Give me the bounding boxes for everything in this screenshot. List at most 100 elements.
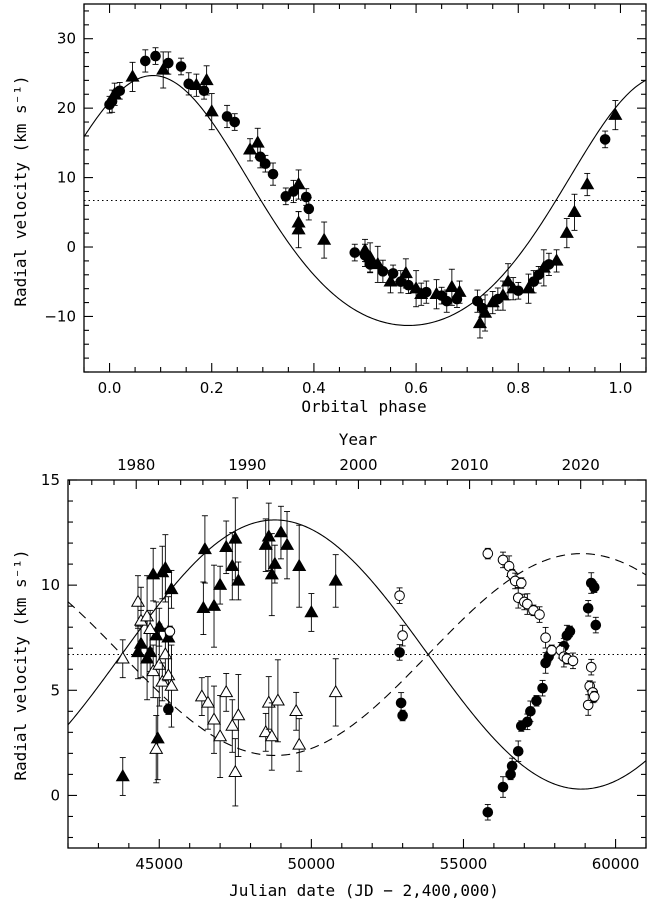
- time-data-point: [522, 598, 533, 610]
- time-data-point: [273, 525, 288, 538]
- time-data-point: [328, 573, 343, 586]
- phase-data-point: [250, 135, 265, 148]
- time-data-point: [585, 661, 597, 673]
- time-data-point: [115, 769, 130, 782]
- time-data-point: [150, 731, 165, 744]
- phase-data-point: [125, 69, 140, 82]
- phase-panel: 0.0 0.2 0.4 0.6 0.8 1.0 −10 0 10 20 30 Orbital pha…: [11, 3, 647, 416]
- time-data-point: [525, 706, 536, 717]
- phase-data-point: [599, 134, 611, 145]
- time-data-point: [206, 598, 222, 611]
- time-data-point: [163, 703, 174, 715]
- time-data-point: [588, 581, 600, 593]
- phase-data-point: [536, 260, 551, 273]
- phase-data-point: [608, 107, 623, 120]
- phase-data-point: [501, 274, 516, 287]
- phase-data-point: [567, 204, 582, 218]
- time-data-point: [264, 729, 279, 742]
- time-data-point: [497, 781, 509, 793]
- time-secondary-model-curve: [68, 553, 646, 757]
- time-data-point: [261, 529, 276, 542]
- phase-x-tick-label: 0.4: [302, 379, 326, 397]
- phase-data-point: [291, 177, 306, 190]
- phase-plot-body: 0.0 0.2 0.4 0.6 0.8 1.0 −10 0 10 20 30: [44, 3, 647, 397]
- time-plot-frame: [67, 479, 647, 849]
- time-data-point: [161, 668, 176, 681]
- phase-data-point: [300, 191, 312, 203]
- phase-data-point: [221, 111, 233, 122]
- time-year-tick-label: 1980: [117, 456, 155, 474]
- time-data-point: [158, 560, 173, 574]
- time-data-point: [231, 573, 246, 586]
- phase-data-point: [267, 168, 279, 180]
- time-data-point: [588, 691, 600, 702]
- time-data-point: [149, 741, 164, 754]
- time-series-filled-circle: [163, 572, 602, 821]
- phase-data-point: [370, 256, 385, 270]
- time-data-point: [564, 626, 576, 637]
- time-data-point: [225, 558, 240, 571]
- time-data-point: [158, 647, 173, 660]
- time-series-open-circle: [164, 547, 600, 716]
- time-series-open-triangle: [115, 575, 343, 807]
- phase-series-filled-circle: [104, 47, 611, 317]
- time-y-tick-label: 5: [50, 681, 60, 699]
- time-year-tick-label: 2010: [450, 456, 488, 474]
- time-y-axis-label: Radial velocity (km s⁻¹): [11, 549, 30, 780]
- time-data-point: [146, 663, 161, 677]
- time-x-tick-label: 50000: [288, 855, 336, 873]
- phase-data-point: [383, 274, 398, 287]
- time-data-point: [152, 657, 167, 670]
- phase-data-point: [472, 315, 487, 329]
- phase-data-point: [452, 284, 467, 297]
- time-data-point: [130, 594, 146, 607]
- phase-data-point: [409, 281, 424, 294]
- phase-data-point: [559, 225, 574, 238]
- time-data-point: [567, 655, 579, 667]
- phase-data-point: [243, 142, 258, 155]
- time-data-point: [482, 548, 494, 559]
- phase-data-point: [429, 286, 444, 299]
- phase-data-point: [189, 77, 204, 90]
- time-data-point: [531, 695, 542, 707]
- phase-data-point: [506, 281, 521, 294]
- time-data-point: [506, 760, 518, 772]
- phase-data-point: [175, 61, 187, 72]
- phase-data-point: [291, 215, 306, 228]
- time-primary-model-curve: [68, 519, 646, 790]
- phase-data-point: [398, 265, 413, 279]
- phase-data-point: [363, 249, 378, 263]
- phase-data-point: [229, 116, 241, 128]
- time-data-point: [196, 600, 211, 613]
- phase-data-point: [414, 286, 429, 299]
- time-year-axis-label: Year: [339, 430, 378, 449]
- phase-data-point: [199, 72, 214, 86]
- time-x-tick-label: 55000: [440, 855, 488, 873]
- phase-x-tick-label: 0.0: [98, 379, 122, 397]
- time-data-point: [397, 630, 408, 641]
- time-data-point: [143, 621, 158, 635]
- time-plot-body: 45000 50000 55000 60000 0 5 10 15 1980 1990 2000 20…: [41, 456, 647, 873]
- phase-y-tick-label: 20: [57, 99, 76, 117]
- time-data-point: [537, 682, 548, 694]
- phase-data-point: [357, 242, 373, 256]
- time-y-tick-label: 10: [41, 576, 60, 594]
- time-data-point: [304, 604, 319, 618]
- time-x-tick-label: 45000: [135, 855, 183, 873]
- time-data-point: [270, 693, 285, 706]
- time-data-point: [206, 712, 222, 725]
- time-data-point: [394, 590, 405, 601]
- phase-data-point: [580, 177, 595, 190]
- phase-data-point: [521, 281, 536, 294]
- phase-data-point: [549, 253, 564, 266]
- phase-data-point: [441, 295, 453, 307]
- phase-y-axis-label: Radial velocity (km s⁻¹): [11, 75, 30, 306]
- time-data-point: [164, 581, 179, 595]
- phase-data-point: [403, 279, 414, 291]
- phase-y-tick-label: −10: [44, 307, 76, 325]
- time-data-point: [219, 539, 234, 553]
- phase-data-point: [349, 247, 361, 258]
- time-data-point: [197, 541, 212, 555]
- time-data-point: [497, 554, 509, 566]
